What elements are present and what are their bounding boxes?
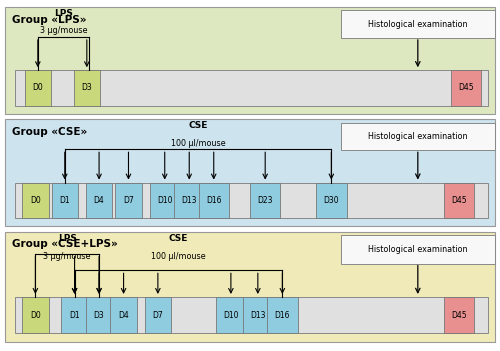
Text: D45: D45: [451, 311, 466, 320]
Text: CSE: CSE: [188, 121, 208, 131]
Text: D16: D16: [274, 311, 290, 320]
Bar: [52, 183, 78, 218]
Bar: [86, 297, 113, 333]
Bar: [15, 70, 488, 106]
Text: D0: D0: [32, 83, 43, 92]
Text: Group «CSE+LPS»: Group «CSE+LPS»: [12, 239, 118, 250]
Bar: [451, 70, 482, 106]
Bar: [444, 297, 474, 333]
Text: D3: D3: [82, 83, 92, 92]
Text: LPS: LPS: [58, 234, 76, 243]
Bar: [62, 297, 88, 333]
Bar: [174, 183, 204, 218]
Text: D3: D3: [94, 311, 104, 320]
Text: D10: D10: [223, 311, 238, 320]
Bar: [216, 297, 246, 333]
Bar: [267, 297, 298, 333]
Text: D1: D1: [70, 311, 80, 320]
Text: D45: D45: [451, 196, 466, 205]
Text: LPS: LPS: [54, 9, 72, 18]
Text: 100 μl/mouse: 100 μl/mouse: [170, 139, 226, 148]
Text: D13: D13: [250, 311, 266, 320]
Text: D10: D10: [157, 196, 172, 205]
Bar: [198, 183, 229, 218]
Text: Histological examination: Histological examination: [368, 20, 468, 29]
Bar: [86, 183, 113, 218]
Text: D13: D13: [182, 196, 197, 205]
Bar: [110, 297, 137, 333]
Text: D4: D4: [118, 311, 129, 320]
Text: D45: D45: [458, 83, 474, 92]
FancyBboxPatch shape: [340, 235, 495, 264]
FancyBboxPatch shape: [340, 122, 495, 150]
Text: 3 μg/mouse: 3 μg/mouse: [44, 252, 91, 260]
Text: 3 μg/mouse: 3 μg/mouse: [40, 26, 87, 35]
Text: D7: D7: [152, 311, 164, 320]
Text: D30: D30: [324, 196, 339, 205]
Text: D4: D4: [94, 196, 104, 205]
Bar: [22, 183, 48, 218]
FancyBboxPatch shape: [340, 10, 495, 38]
Text: D0: D0: [30, 311, 41, 320]
FancyBboxPatch shape: [5, 119, 495, 226]
Text: D16: D16: [206, 196, 222, 205]
Text: D0: D0: [30, 196, 41, 205]
Bar: [150, 183, 180, 218]
Text: D1: D1: [60, 196, 70, 205]
Text: Group «CSE»: Group «CSE»: [12, 127, 88, 137]
Bar: [15, 183, 488, 218]
Text: D23: D23: [258, 196, 273, 205]
Text: CSE: CSE: [169, 234, 188, 243]
Text: Group «LPS»: Group «LPS»: [12, 14, 87, 25]
Bar: [144, 297, 171, 333]
Bar: [242, 297, 273, 333]
Bar: [22, 297, 48, 333]
Bar: [115, 183, 141, 218]
Bar: [250, 183, 280, 218]
FancyBboxPatch shape: [5, 7, 495, 114]
Text: 100 μl/mouse: 100 μl/mouse: [151, 252, 206, 260]
Text: Histological examination: Histological examination: [368, 245, 468, 254]
Bar: [444, 183, 474, 218]
Text: D7: D7: [123, 196, 134, 205]
Bar: [15, 297, 488, 333]
Bar: [24, 70, 51, 106]
Bar: [316, 183, 346, 218]
Bar: [74, 70, 100, 106]
FancyBboxPatch shape: [5, 232, 495, 342]
Text: Histological examination: Histological examination: [368, 132, 468, 141]
